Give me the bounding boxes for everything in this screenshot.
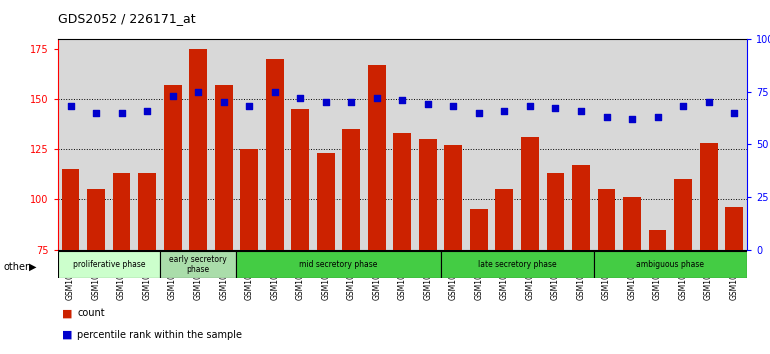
Bar (623, 198, 641, 354)
Text: ■: ■ (62, 308, 72, 318)
Point (728, 110, 740, 115)
Text: GDS2052 / 226171_at: GDS2052 / 226171_at (58, 12, 196, 25)
Bar (393, 133, 411, 354)
Bar (58, 251, 160, 278)
Text: ■: ■ (62, 330, 72, 339)
Text: count: count (77, 308, 105, 318)
Bar (725, 207, 743, 354)
Text: late secretory phase: late secretory phase (478, 260, 557, 269)
Bar (160, 251, 236, 278)
Bar (470, 210, 488, 354)
Bar (368, 65, 386, 354)
Point (498, 108, 511, 113)
Point (396, 97, 408, 103)
Point (447, 103, 460, 109)
Bar (440, 251, 594, 278)
Bar (87, 189, 105, 354)
Bar (62, 169, 79, 354)
Text: other: other (4, 262, 30, 272)
Point (370, 95, 383, 101)
Point (90, 110, 102, 115)
Point (65, 103, 77, 109)
Text: ambiguous phase: ambiguous phase (636, 260, 705, 269)
Text: ▶: ▶ (29, 262, 37, 272)
Bar (521, 137, 539, 354)
Point (166, 93, 179, 99)
Bar (164, 85, 182, 354)
Bar (343, 129, 360, 354)
Point (116, 110, 128, 115)
Bar (291, 109, 310, 354)
Point (626, 116, 638, 122)
Point (422, 101, 434, 107)
Bar (316, 153, 335, 354)
Point (217, 99, 229, 105)
Bar (138, 173, 156, 354)
Bar (112, 173, 130, 354)
Point (345, 99, 357, 105)
Point (601, 114, 613, 120)
Point (575, 108, 588, 113)
Point (651, 114, 664, 120)
Text: percentile rank within the sample: percentile rank within the sample (77, 330, 242, 339)
Point (243, 103, 256, 109)
Bar (240, 149, 258, 354)
Point (320, 99, 332, 105)
Bar (215, 85, 233, 354)
Point (473, 110, 485, 115)
Bar (419, 139, 437, 354)
Bar (700, 143, 718, 354)
Bar (598, 189, 615, 354)
Point (192, 89, 204, 95)
Bar (495, 189, 514, 354)
Point (524, 103, 536, 109)
Bar (675, 179, 692, 354)
Point (141, 108, 153, 113)
Point (294, 95, 306, 101)
Text: early secretory
phase: early secretory phase (169, 255, 227, 274)
Bar (444, 145, 462, 354)
Bar (236, 251, 440, 278)
Bar (648, 229, 667, 354)
Bar (547, 173, 564, 354)
Bar (266, 59, 283, 354)
Bar (594, 251, 747, 278)
Point (549, 105, 561, 111)
Point (702, 99, 715, 105)
Bar (189, 49, 207, 354)
Point (677, 103, 689, 109)
Bar (572, 165, 590, 354)
Text: mid secretory phase: mid secretory phase (300, 260, 378, 269)
Point (269, 89, 281, 95)
Text: proliferative phase: proliferative phase (72, 260, 145, 269)
